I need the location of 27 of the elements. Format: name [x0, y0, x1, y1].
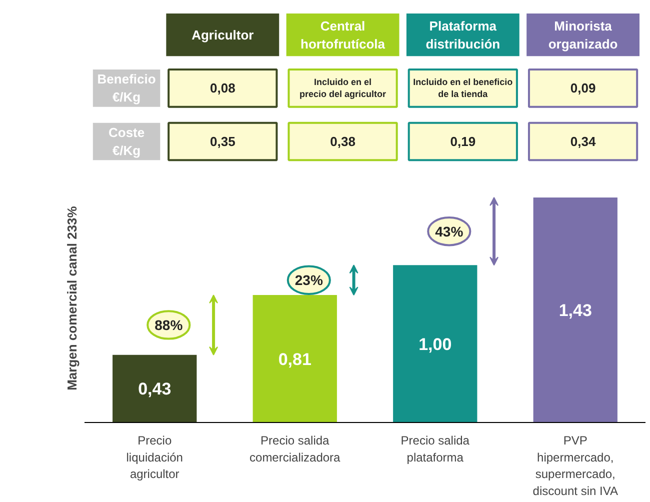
data-label: 0,81 — [278, 350, 312, 369]
bar — [393, 265, 478, 422]
annotation: 23% — [294, 272, 324, 288]
y-axis-title: Margen comercial canal 233% — [64, 206, 80, 390]
text: 0,19 — [450, 134, 476, 149]
annotation: 88% — [154, 316, 184, 333]
x-tick-label: Precio salida comercializadora — [250, 434, 341, 464]
x-tick-label: Precio salida plataforma — [400, 434, 470, 464]
data-label: 1,43 — [558, 301, 592, 320]
data-label: 0,43 — [138, 380, 172, 399]
text: Central hortofrutícola — [300, 18, 386, 52]
text: 0,38 — [330, 134, 356, 149]
data-label: 1,00 — [418, 334, 452, 354]
x-tick-label: PVP hipermercado, supermercado, discount sin IVA — [532, 434, 618, 498]
text: 0,09 — [570, 80, 596, 96]
text: Minorista organizado — [548, 18, 618, 52]
bar — [112, 354, 197, 422]
annotation: 43% — [435, 223, 464, 240]
bar — [533, 198, 618, 422]
x-tick-label: Precio liquidación agricultor — [126, 434, 183, 482]
text: Agricultor — [192, 27, 254, 42]
text: 0,34 — [570, 134, 596, 149]
text: 0,08 — [210, 80, 236, 96]
text: 0,35 — [210, 134, 236, 149]
text: Incluido en el beneficio de la tienda — [413, 77, 514, 100]
text: Incluido en el precio del agricultor — [300, 77, 387, 100]
text: Plataforma distribución — [426, 18, 500, 52]
